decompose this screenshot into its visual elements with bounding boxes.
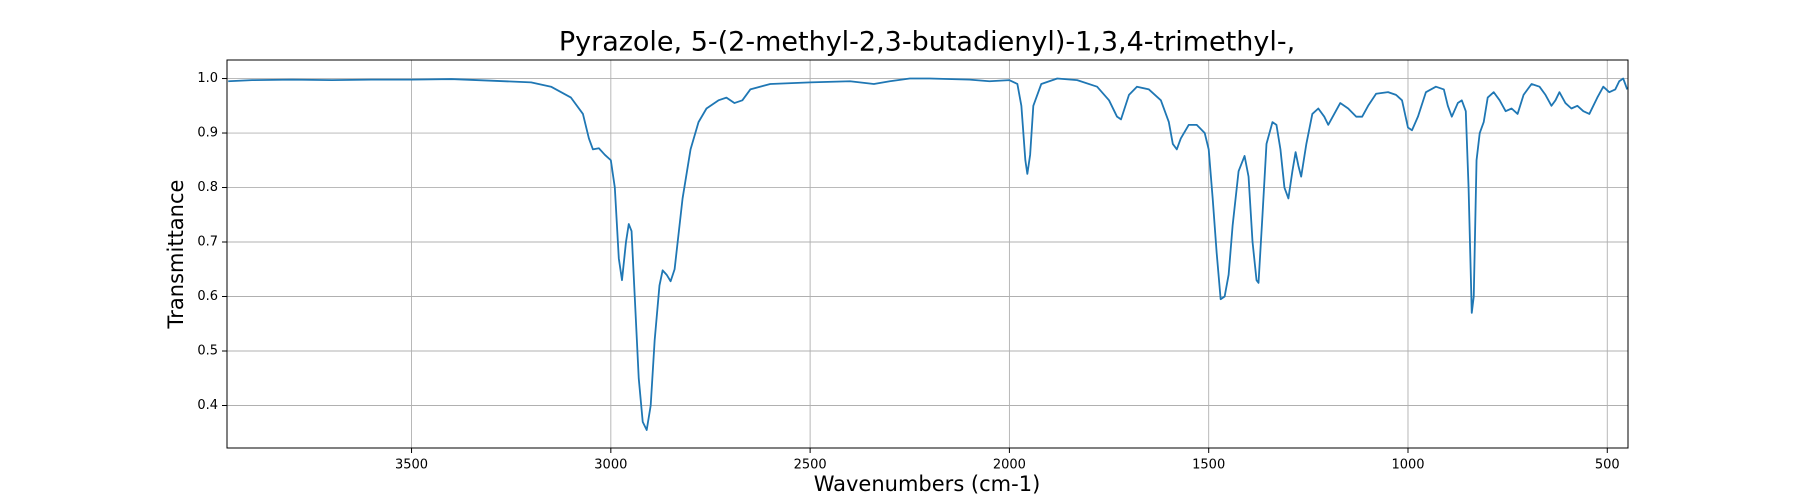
y-tick-label: 0.6 — [197, 289, 218, 304]
x-tick-label: 2500 — [794, 458, 827, 473]
y-axis-label: Transmittance — [164, 180, 188, 330]
y-tick-label: 0.8 — [197, 180, 218, 195]
plot-frame — [226, 59, 1629, 449]
y-tick-label: 0.5 — [197, 344, 218, 359]
x-tick-label: 3500 — [395, 458, 428, 473]
x-tick-label: 3000 — [594, 458, 627, 473]
chart-title: Pyrazole, 5-(2-methyl-2,3-butadienyl)-1,… — [559, 27, 1295, 58]
y-tick-label: 0.9 — [197, 126, 218, 141]
y-tick-label: 1.0 — [197, 71, 218, 86]
y-tick-label: 0.7 — [197, 235, 218, 250]
y-tick-label: 0.4 — [197, 398, 218, 413]
x-tick-label: 1500 — [1192, 458, 1225, 473]
x-tick-label: 500 — [1595, 458, 1620, 473]
x-tick-label: 1000 — [1391, 458, 1424, 473]
spectrum-line — [228, 77, 1629, 431]
x-axis-label: Wavenumbers (cm-1) — [814, 472, 1041, 496]
x-tick-label: 2000 — [993, 458, 1026, 473]
